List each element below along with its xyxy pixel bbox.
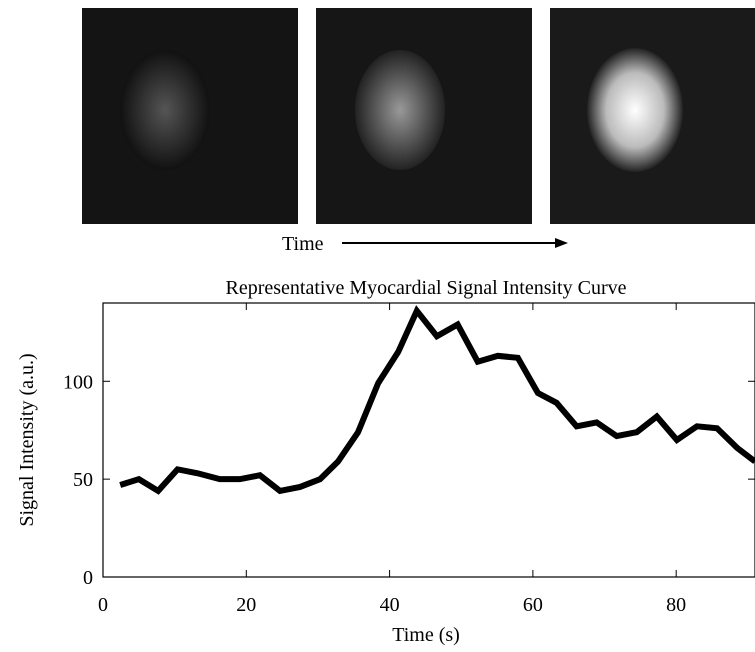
mri-heart [587, 48, 683, 172]
mri-heart [355, 50, 445, 170]
y-axis-label: Signal Intensity (a.u.) [16, 353, 38, 526]
arrow-head [555, 238, 568, 248]
data-line [120, 311, 755, 491]
y-tick-label: 0 [83, 567, 93, 589]
x-tick-label: 20 [236, 594, 256, 616]
arrow-label: Time [282, 233, 324, 255]
plot-frame [103, 303, 755, 577]
chart-title: Representative Myocardial Signal Intensi… [225, 277, 626, 299]
mri-panels [82, 8, 755, 224]
mri-heart [120, 50, 210, 170]
x-tick-label: 60 [523, 594, 543, 616]
x-tick-label: 0 [98, 594, 108, 616]
figure: Time Representative Myocardial Signal In… [0, 0, 755, 652]
y-tick-label: 100 [63, 371, 93, 393]
x-tick-label: 80 [666, 594, 686, 616]
plot-area [120, 311, 755, 491]
y-tick-label: 50 [73, 469, 93, 491]
x-axis-label: Time (s) [392, 624, 460, 646]
x-tick-label: 40 [380, 594, 400, 616]
